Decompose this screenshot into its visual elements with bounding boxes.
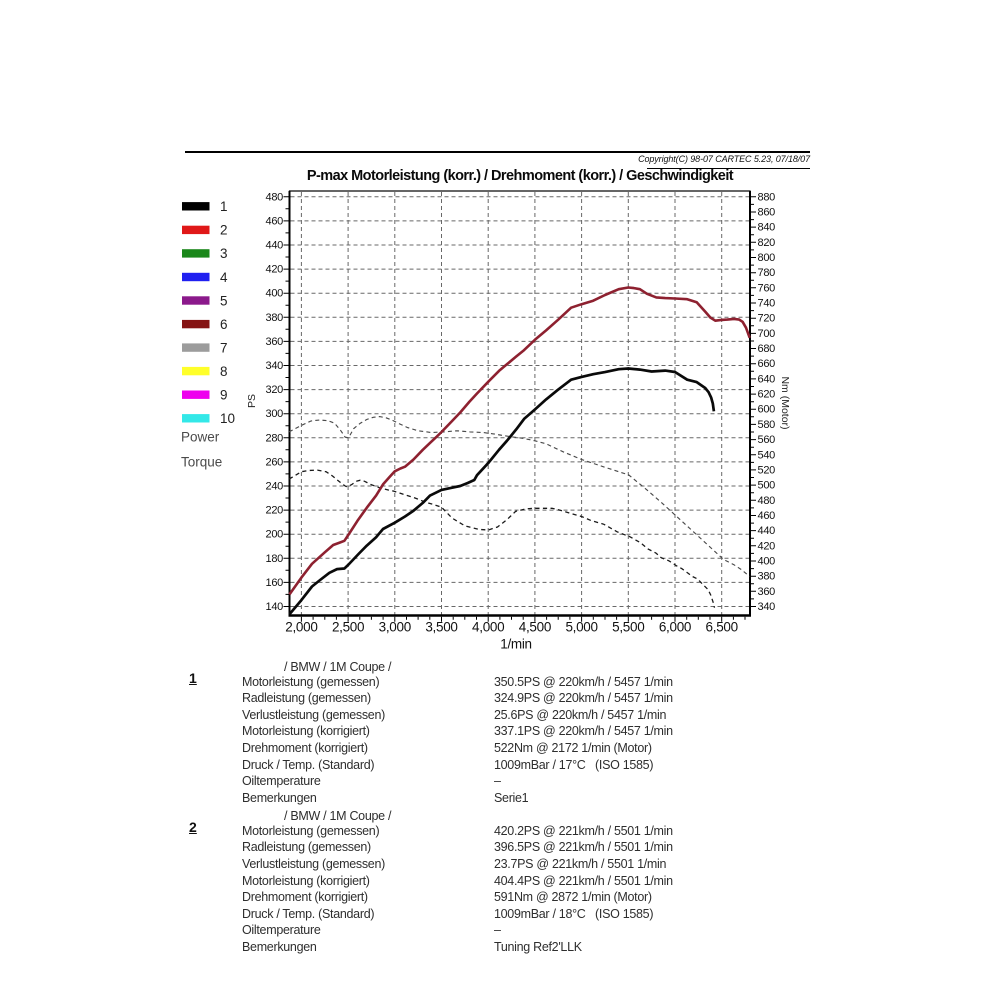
svg-text:400: 400 <box>266 288 284 300</box>
svg-text:380: 380 <box>758 571 776 583</box>
svg-text:420: 420 <box>266 264 284 276</box>
svg-text:880: 880 <box>758 191 776 203</box>
svg-text:320: 320 <box>266 384 284 396</box>
svg-text:160: 160 <box>266 577 284 589</box>
svg-text:2,000: 2,000 <box>285 620 317 635</box>
svg-text:540: 540 <box>758 449 776 461</box>
svg-text:2: 2 <box>220 223 228 238</box>
svg-text:6,500: 6,500 <box>706 620 738 635</box>
svg-text:180: 180 <box>266 553 284 565</box>
svg-text:6,000: 6,000 <box>659 620 691 635</box>
svg-text:5,500: 5,500 <box>612 620 644 635</box>
svg-text:520: 520 <box>758 464 776 476</box>
svg-text:560: 560 <box>758 434 776 446</box>
svg-text:480: 480 <box>266 191 284 203</box>
svg-text:620: 620 <box>758 389 776 401</box>
svg-text:580: 580 <box>758 419 776 431</box>
svg-text:6: 6 <box>220 317 228 332</box>
svg-text:4,500: 4,500 <box>519 620 551 635</box>
svg-text:PS: PS <box>246 394 258 408</box>
svg-text:200: 200 <box>266 529 284 541</box>
svg-text:4,000: 4,000 <box>472 620 504 635</box>
svg-text:640: 640 <box>758 373 776 385</box>
svg-text:800: 800 <box>758 252 776 264</box>
svg-text:260: 260 <box>266 456 284 468</box>
svg-text:5,000: 5,000 <box>565 620 597 635</box>
svg-text:7: 7 <box>220 340 228 355</box>
svg-text:Torque: Torque <box>181 455 222 470</box>
svg-text:860: 860 <box>758 207 776 219</box>
svg-text:9: 9 <box>220 388 228 403</box>
svg-text:220: 220 <box>266 505 284 517</box>
svg-text:420: 420 <box>758 540 776 552</box>
svg-text:760: 760 <box>758 282 776 294</box>
svg-text:1: 1 <box>220 199 228 214</box>
svg-text:3,500: 3,500 <box>425 620 457 635</box>
svg-text:680: 680 <box>758 343 776 355</box>
svg-text:440: 440 <box>758 525 776 537</box>
svg-text:8: 8 <box>220 364 228 379</box>
svg-text:5: 5 <box>220 293 228 308</box>
svg-text:3,000: 3,000 <box>379 620 411 635</box>
svg-text:500: 500 <box>758 480 776 492</box>
svg-text:720: 720 <box>758 313 776 325</box>
svg-text:10: 10 <box>220 411 235 426</box>
svg-text:480: 480 <box>758 495 776 507</box>
svg-text:660: 660 <box>758 358 776 370</box>
svg-text:360: 360 <box>758 586 776 598</box>
svg-text:140: 140 <box>266 601 284 613</box>
svg-text:4: 4 <box>220 270 228 285</box>
svg-text:Power: Power <box>181 430 220 445</box>
svg-text:740: 740 <box>758 298 776 310</box>
svg-text:400: 400 <box>758 556 776 568</box>
svg-text:1/min: 1/min <box>500 637 532 652</box>
svg-text:840: 840 <box>758 222 776 234</box>
svg-text:3: 3 <box>220 246 228 261</box>
svg-text:460: 460 <box>758 510 776 522</box>
svg-text:440: 440 <box>266 240 284 252</box>
svg-text:780: 780 <box>758 267 776 279</box>
svg-text:2,500: 2,500 <box>332 620 364 635</box>
svg-text:280: 280 <box>266 432 284 444</box>
svg-text:Nm (Motor): Nm (Motor) <box>779 376 791 429</box>
svg-text:300: 300 <box>266 408 284 420</box>
svg-text:700: 700 <box>758 328 776 340</box>
svg-text:340: 340 <box>266 360 284 372</box>
svg-text:360: 360 <box>266 336 284 348</box>
svg-text:240: 240 <box>266 481 284 493</box>
svg-text:380: 380 <box>266 312 284 324</box>
svg-text:460: 460 <box>266 215 284 227</box>
svg-text:820: 820 <box>758 237 776 249</box>
svg-text:340: 340 <box>758 601 776 613</box>
svg-text:600: 600 <box>758 404 776 416</box>
